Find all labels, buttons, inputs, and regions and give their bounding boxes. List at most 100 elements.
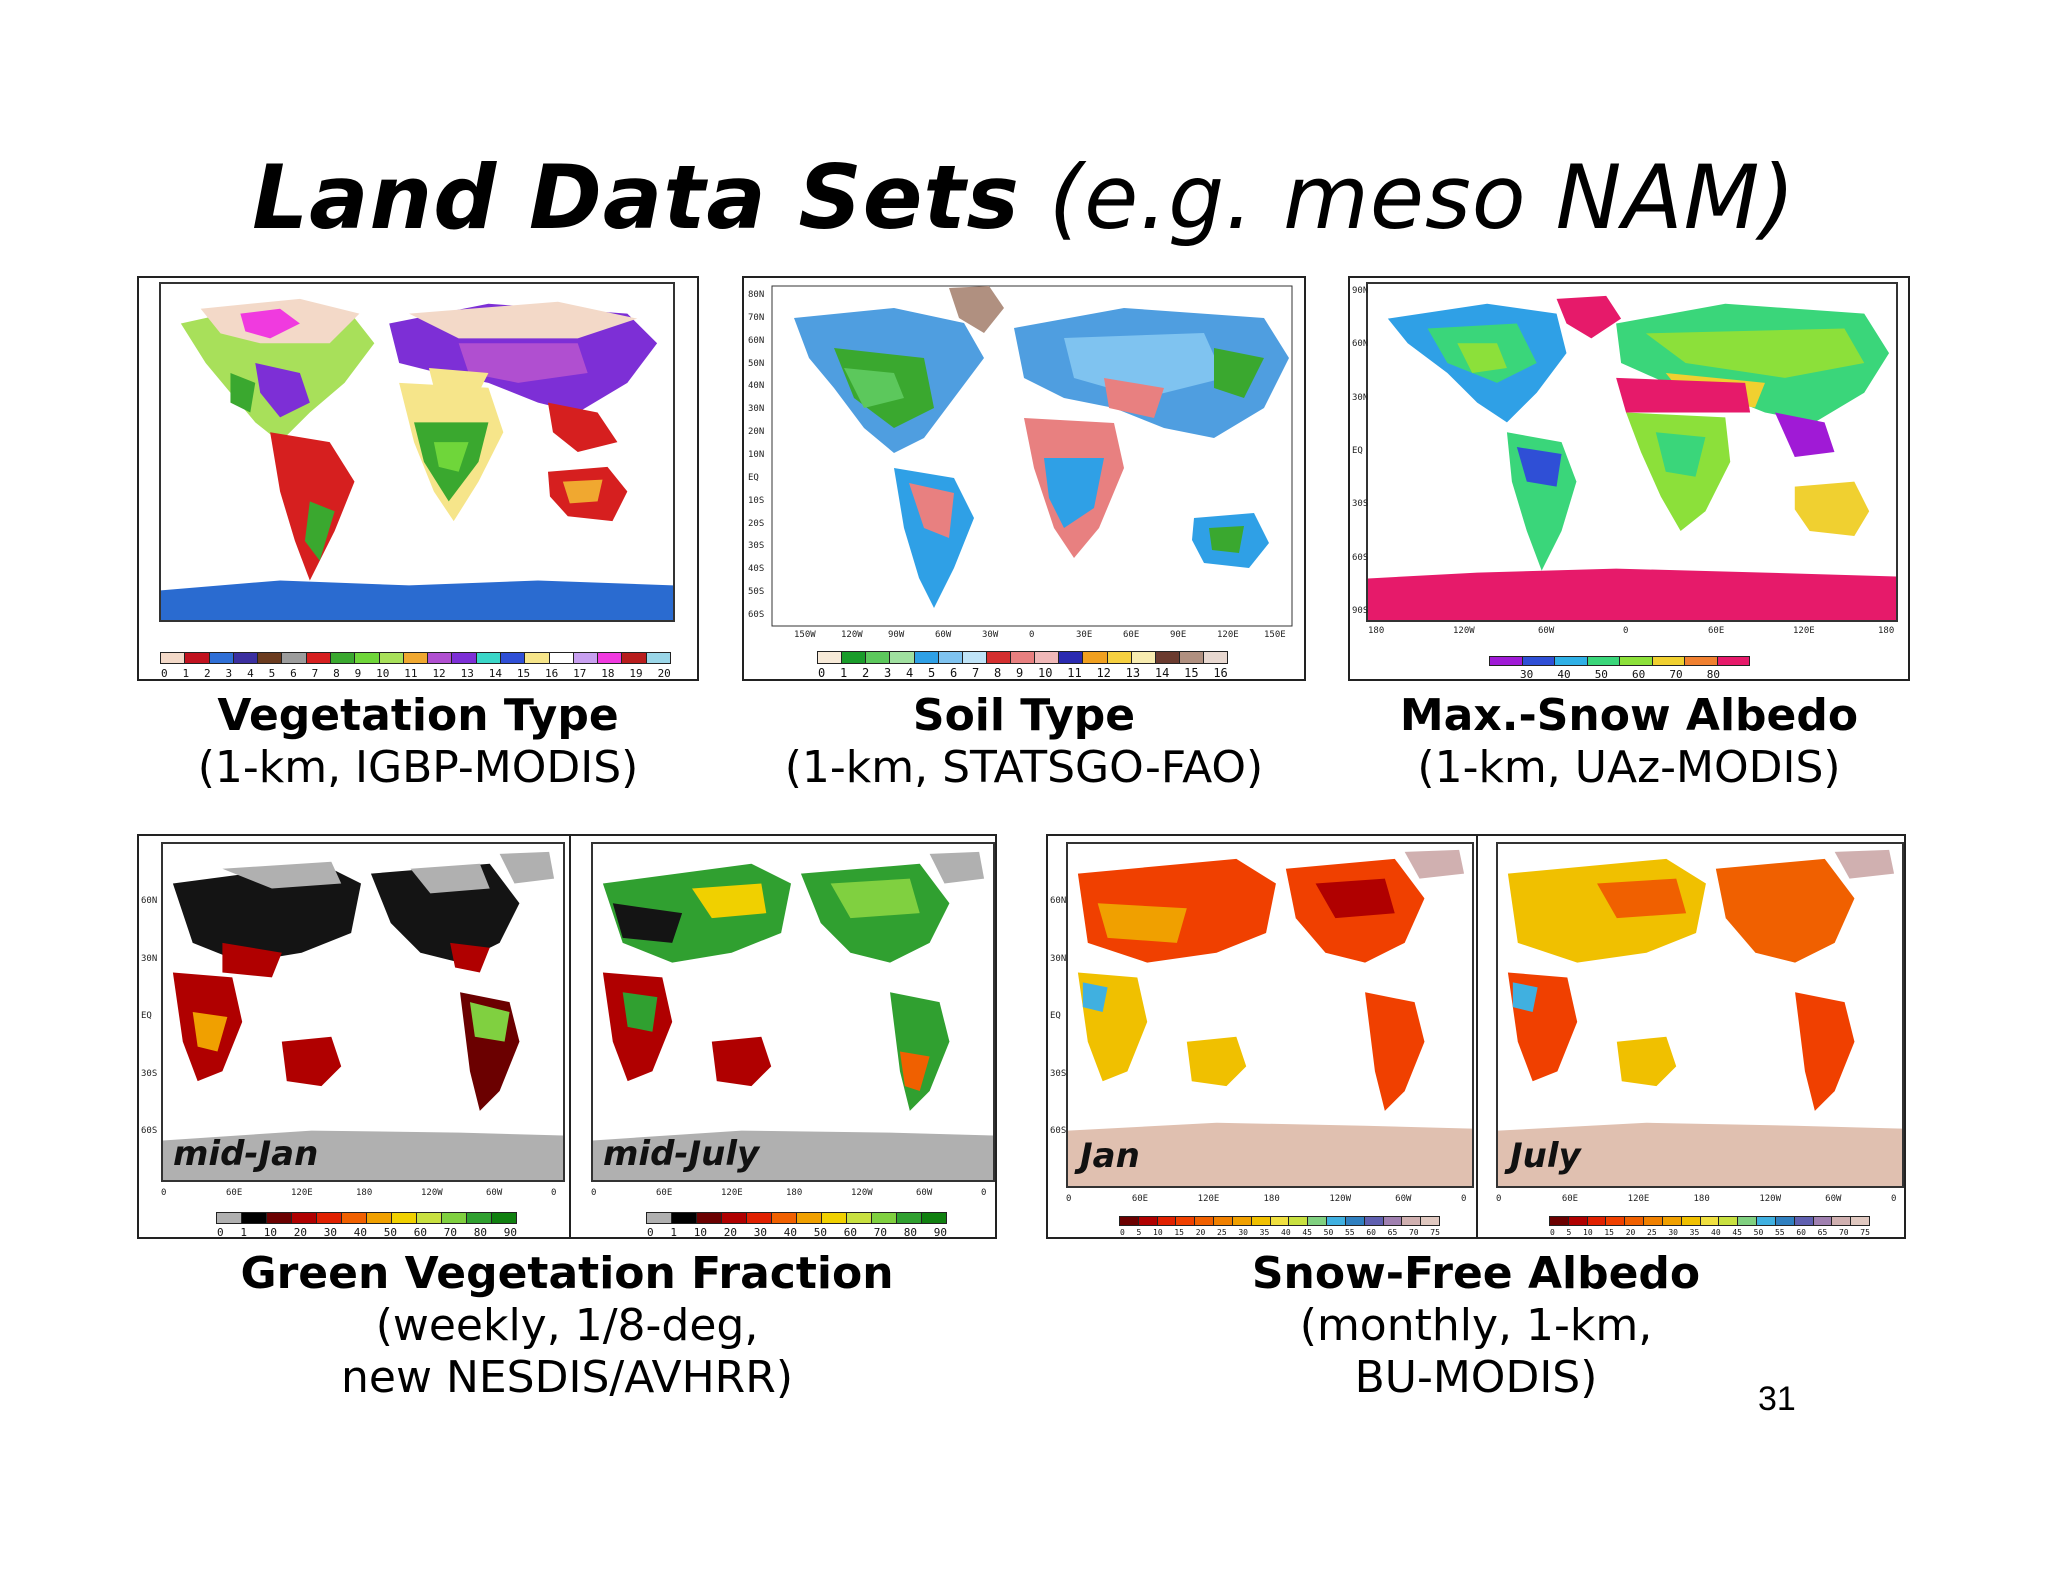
- gvf-colorbar-right-tick-label: 50: [813, 1226, 827, 1239]
- sfa-colorbar-left-swatch: [1401, 1216, 1422, 1226]
- snow-albedo-colorbar-tick-label: 40: [1557, 668, 1571, 681]
- sfa-colorbar-right-tick-label: 0: [1550, 1228, 1555, 1237]
- snow-albedo-colorbar-tick-label: 60: [1632, 668, 1646, 681]
- vegetation-colorbar-tick-label: 13: [460, 667, 474, 680]
- sfa-colorbar-left-tick-label: 60: [1366, 1228, 1376, 1237]
- sfa-colorbar-left-swatch: [1344, 1216, 1365, 1226]
- sfa-lon-label: 120E: [1627, 1194, 1650, 1204]
- soil-colorbar-swatch: [817, 651, 843, 664]
- sfa-colorbar-right-tick-label: 65: [1817, 1228, 1828, 1237]
- gvf-lon-label: 60W: [486, 1188, 503, 1198]
- vegetation-colorbar-tick-label: 16: [545, 667, 559, 680]
- vegetation-colorbar-tick-label: 2: [204, 667, 211, 680]
- gvf-caption: Green Vegetation Fraction (weekly, 1/8-d…: [137, 1248, 997, 1404]
- snow-albedo-lon-label: 60E: [1708, 626, 1725, 636]
- gvf-colorbar-left-tick-label: 1: [240, 1226, 247, 1239]
- snow-albedo-lat-label: 90S: [1352, 606, 1369, 616]
- vegetation-colorbar-tick-label: 10: [376, 667, 390, 680]
- gvf-colorbar-left-tick-label: 50: [383, 1226, 397, 1239]
- sfa-colorbar-right-tick-label: 40: [1711, 1228, 1721, 1237]
- gvf-colorbar-left-swatch: [366, 1212, 392, 1224]
- sfa-colorbar-left-swatch: [1250, 1216, 1271, 1226]
- snow-albedo-colorbar: [1489, 656, 1750, 666]
- gvf-colorbar-left-swatch: [466, 1212, 492, 1224]
- vegetation-colorbar-swatch: [160, 652, 186, 664]
- gvf-lon-label: 60W: [916, 1188, 933, 1198]
- snow-albedo-colorbar-ticks: 30 40 50 60 70 80: [1520, 668, 1720, 681]
- soil-colorbar-tick-label: 9: [1016, 666, 1024, 680]
- sfa-colorbar-ticks-left: 0 5 10 15 20 25 30 35 40 45 50 55 60 65 70 75: [1120, 1228, 1440, 1237]
- sfa-lon-label: 60E: [1561, 1194, 1579, 1204]
- vegetation-colorbar-tick-label: 14: [488, 667, 502, 680]
- gvf-lon-label: 120W: [421, 1188, 443, 1198]
- soil-lon-label: 90W: [888, 630, 905, 640]
- gvf-lon-label: 120E: [721, 1188, 743, 1198]
- sfa-lon-label: 0: [1461, 1194, 1467, 1204]
- gvf-colorbar-right-tick-label: 80: [903, 1226, 917, 1239]
- sfa-colorbar-right-tick-label: 10: [1583, 1228, 1593, 1237]
- soil-colorbar-swatch: [961, 651, 987, 664]
- soil-lon-label: 30E: [1076, 630, 1093, 640]
- snow-albedo-lon-label: 180: [1368, 626, 1385, 636]
- soil-colorbar-tick-label: 11: [1067, 666, 1082, 680]
- gvf-colorbar-right-tick-label: 40: [783, 1226, 797, 1239]
- soil-lat-label: 40N: [748, 381, 765, 392]
- vegetation-colorbar-tick-label: 11: [404, 667, 418, 680]
- soil-colorbar-swatch: [1130, 651, 1156, 664]
- sfa-colorbar-left-swatch: [1213, 1216, 1233, 1226]
- sfa-colorbar-right-tick-label: 45: [1732, 1228, 1742, 1237]
- soil-type-map: [744, 278, 1304, 638]
- gvf-title: Green Vegetation Fraction: [240, 1248, 894, 1299]
- gvf-lon-label: 120W: [851, 1188, 873, 1198]
- soil-colorbar-tick-label: 15: [1184, 666, 1199, 680]
- snow-albedo-colorbar-tick-label: 50: [1594, 668, 1608, 681]
- gvf-colorbar-left-tick-label: 10: [263, 1226, 277, 1239]
- gvf-colorbar-ticks-left: 0 1 10 20 30 40 50 60 70 80 90: [217, 1226, 517, 1239]
- sfa-colorbar-right-tick-label: 25: [1647, 1228, 1657, 1237]
- sfa-colorbar-left-swatch: [1288, 1216, 1309, 1226]
- sfa-colorbar-left-swatch: [1175, 1216, 1196, 1226]
- soil-colorbar-swatch: [865, 651, 891, 664]
- sfa-colorbar-right-swatch: [1549, 1216, 1569, 1226]
- soil-colorbar-tick-label: 14: [1154, 666, 1170, 680]
- soil-lon-label: 60W: [935, 630, 952, 640]
- sfa-colorbar-left-swatch: [1363, 1216, 1384, 1226]
- snow-albedo-lat-label: 30N: [1352, 392, 1369, 403]
- sfa-colorbar-right-swatch: [1793, 1216, 1814, 1226]
- vegetation-colorbar-tick-label: 7: [311, 667, 319, 680]
- sfa-colorbar-left-tick-label: 50: [1323, 1228, 1334, 1237]
- gvf-lon-label: 180: [786, 1188, 803, 1198]
- vegetation-colorbar-swatch: [281, 652, 307, 664]
- gvf-subtitle-line2: new NESDIS/AVHRR): [341, 1351, 793, 1403]
- vegetation-colorbar-tick-label: 0: [161, 667, 168, 680]
- sfa-colorbar-right-tick-label: 20: [1625, 1228, 1636, 1237]
- sfa-colorbar-left-swatch: [1420, 1216, 1441, 1226]
- gvf-colorbar-left-swatch: [241, 1212, 267, 1224]
- vegetation-type-map: [159, 282, 675, 622]
- sfa-colorbar-left-swatch: [1194, 1216, 1215, 1226]
- soil-lon-label: 120E: [1217, 630, 1239, 640]
- sfa-lon-label: 0: [1891, 1194, 1897, 1204]
- sfa-colorbar-left-tick-label: 45: [1302, 1228, 1312, 1237]
- gvf-colorbar-left-tick-label: 0: [217, 1226, 224, 1239]
- sfa-caption: Snow-Free Albedo (monthly, 1-km, BU-MODI…: [1046, 1248, 1906, 1404]
- soil-lat-label: 50S: [748, 587, 765, 598]
- gvf-lon-label: 0: [591, 1188, 597, 1198]
- gvf-lat-label: EQ: [141, 1011, 152, 1021]
- gvf-colorbar-right-swatch: [821, 1212, 847, 1224]
- snow-albedo-lon-label: 60W: [1538, 626, 1555, 636]
- gvf-july-map: mid-July: [591, 842, 995, 1182]
- sfa-colorbar-left-tick-label: 70: [1408, 1228, 1419, 1237]
- slide-title-rest: (e.g. meso NAM): [1048, 146, 1796, 249]
- vegetation-colorbar-tick-label: 19: [629, 667, 643, 680]
- soil-caption: Soil Type (1-km, STATSGO-FAO): [742, 690, 1306, 794]
- sfa-jan-map: Jan: [1066, 842, 1474, 1188]
- vegetation-colorbar-swatch: [378, 652, 404, 664]
- vegetation-colorbar-swatch: [645, 652, 671, 664]
- sfa-lon-label: 60W: [1825, 1194, 1842, 1204]
- vegetation-colorbar-swatch: [232, 652, 259, 664]
- sfa-colorbar-ticks-right: 0 5 10 15 20 25 30 35 40 45 50 55 60 65 70 75: [1550, 1228, 1870, 1237]
- soil-colorbar-swatch: [1082, 651, 1108, 664]
- soil-colorbar-swatch: [1106, 651, 1132, 664]
